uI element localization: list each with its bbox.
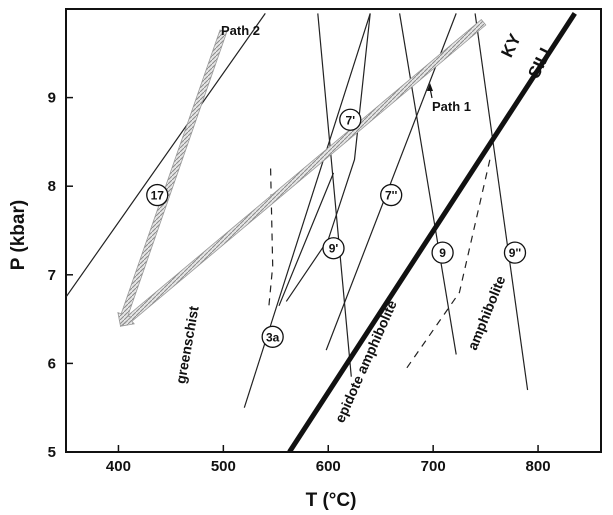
ky-sill-boundary-line bbox=[287, 12, 577, 452]
ky-label: KY bbox=[497, 30, 525, 60]
reaction-line-9p bbox=[317, 13, 352, 377]
x-tick-label: 600 bbox=[316, 458, 341, 475]
y-axis-title: P (kbar) bbox=[8, 200, 29, 270]
y-tick-label: 8 bbox=[48, 178, 56, 195]
reaction-line-unlabeled bbox=[267, 168, 274, 311]
pt-path-arrow-2 bbox=[117, 29, 228, 327]
facies-label: greenschist bbox=[172, 304, 201, 385]
reaction-line-9pp bbox=[474, 13, 529, 391]
reaction-line-17 bbox=[66, 13, 266, 298]
reaction-line-unlabeled bbox=[278, 172, 335, 307]
reaction-number-circle bbox=[339, 108, 362, 131]
reaction-number-circle bbox=[261, 325, 284, 348]
reaction-number-circle bbox=[503, 241, 527, 264]
path-2-label: Path 2 bbox=[221, 23, 260, 38]
sill-label: SILL bbox=[524, 40, 557, 81]
plot-area bbox=[66, 12, 577, 452]
x-tick-label: 800 bbox=[526, 458, 551, 475]
y-tick-label: 5 bbox=[48, 444, 56, 461]
reaction-number-label: 3a bbox=[266, 330, 280, 344]
reaction-number-circle bbox=[146, 183, 169, 207]
reaction-number-circle bbox=[380, 183, 403, 207]
reaction-number-label: 7'' bbox=[385, 189, 398, 203]
facies-label: amphibolite bbox=[464, 273, 508, 352]
reaction-number-label: 9 bbox=[439, 246, 446, 260]
x-axis-title: T (°C) bbox=[306, 490, 357, 511]
plot-frame bbox=[65, 8, 602, 453]
x-tick-label: 700 bbox=[421, 458, 446, 475]
reaction-line-9 bbox=[399, 13, 457, 355]
reaction-line-7p bbox=[325, 13, 457, 351]
reaction-number-label: 7' bbox=[346, 113, 356, 127]
tick-group: 400 500 600 700 800 5 6 7 8 9 bbox=[48, 90, 551, 475]
y-tick-label: 6 bbox=[48, 355, 56, 372]
facies-label: epidote amphibolite bbox=[331, 298, 399, 425]
reaction-number-circle bbox=[322, 237, 345, 260]
path-1-label: Path 1 bbox=[432, 99, 471, 114]
path-1-pointer-head bbox=[427, 83, 433, 91]
y-tick-label: 7 bbox=[48, 267, 56, 284]
x-tick-label: 500 bbox=[211, 458, 236, 475]
y-tick-label: 9 bbox=[48, 90, 56, 107]
reaction-number-circle bbox=[431, 241, 454, 264]
reaction-line-unlabeled bbox=[406, 155, 492, 369]
x-tick-label: 400 bbox=[106, 458, 131, 475]
reaction-number-label: 9'' bbox=[509, 246, 522, 260]
reaction-line-7pp bbox=[285, 13, 371, 302]
reaction-number-label: 17 bbox=[151, 189, 165, 203]
reaction-number-label: 9' bbox=[329, 242, 339, 256]
